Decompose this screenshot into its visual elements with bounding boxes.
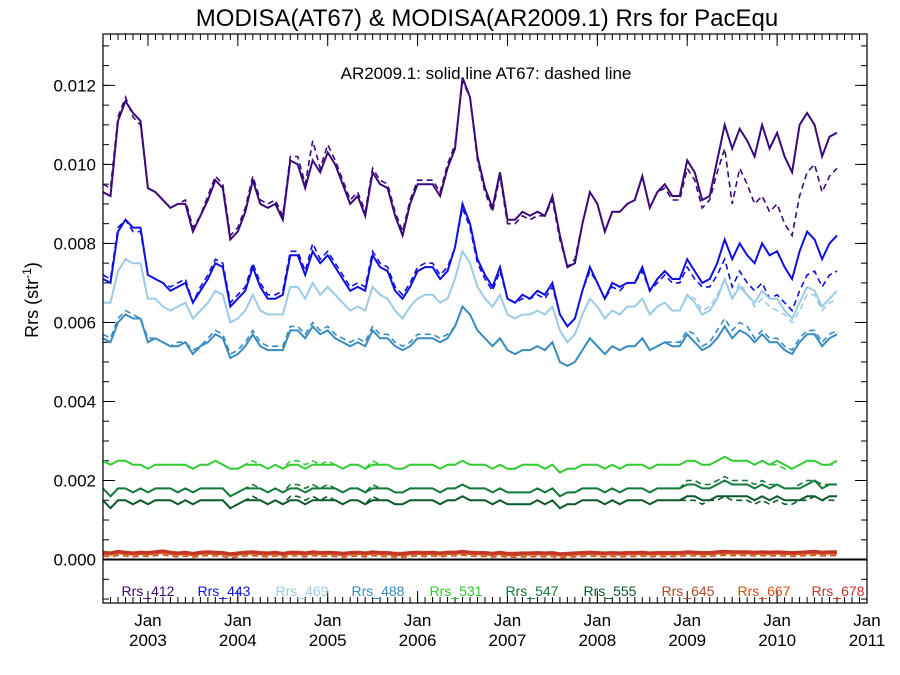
- x-tick-month: Jan: [404, 611, 431, 630]
- chart-title: MODISA(AT67) & MODISA(AR2009.1) Rrs for …: [196, 5, 778, 32]
- y-tick-label: 0.010: [53, 155, 96, 174]
- series-line-rrs_488: [102, 304, 838, 368]
- x-tick-month: Jan: [763, 611, 790, 630]
- x-tick-month: Jan: [224, 611, 251, 630]
- series-line-rrs_667-dashed: [102, 553, 837, 559]
- y-tick-label: 0.012: [53, 76, 96, 95]
- legend-entry-rrs_412: Rrs_412: [122, 583, 175, 599]
- legend-entry-rrs_531: Rrs_531: [430, 583, 483, 599]
- x-tick-year: 2011: [849, 631, 886, 650]
- x-tick-month: Jan: [853, 611, 880, 630]
- legend-entry-rrs_678: Rrs_678: [812, 583, 865, 599]
- series-line-rrs_412-dashed: [102, 78, 838, 269]
- x-tick-month: Jan: [134, 611, 161, 630]
- x-tick-month: Jan: [584, 611, 611, 630]
- y-axis-label-superscript: -1: [20, 268, 34, 279]
- legend-entry-rrs_469: Rrs_469: [276, 583, 329, 599]
- plot-area: [102, 77, 838, 559]
- x-tick-month: Jan: [314, 611, 341, 630]
- x-tick-month: Jan: [674, 611, 701, 630]
- x-tick-year: 2007: [489, 631, 527, 650]
- series-line-rrs_547: [102, 479, 837, 498]
- series-line-rrs_488-dashed: [102, 305, 838, 367]
- y-tick-label: 0.004: [53, 392, 96, 411]
- x-tick-year: 2009: [668, 631, 706, 650]
- x-tick-year: 2004: [219, 631, 257, 650]
- legend-entry-rrs_667: Rrs_667: [738, 583, 791, 599]
- series-line-rrs_555-dashed: [102, 495, 837, 510]
- y-tick-label: 0.008: [53, 234, 96, 253]
- x-tick-year: 2005: [309, 631, 347, 650]
- x-tick-month: Jan: [494, 611, 521, 630]
- series-line-rrs_547-dashed: [102, 475, 837, 498]
- y-tick-label: 0.006: [53, 313, 96, 332]
- x-tick-year: 2010: [758, 631, 796, 650]
- axis-ticks: 0.0000.0020.0040.0060.0080.0100.012Jan20…: [53, 34, 885, 650]
- line-style-annotation: AR2009.1: solid line AT67: dashed line: [341, 64, 632, 83]
- series-line-rrs_667: [102, 551, 837, 557]
- legend-entry-rrs_443: Rrs_443: [198, 583, 251, 599]
- legend-entry-rrs_555: Rrs_555: [584, 583, 637, 599]
- legend: Rrs_412 Rrs_443 Rrs_469 Rrs_488 Rrs_531 Rrs_5…: [122, 583, 865, 599]
- y-tick-label: 0.002: [53, 472, 96, 491]
- y-axis-label-main: Rrs (str: [22, 279, 42, 338]
- x-tick-year: 2006: [399, 631, 437, 650]
- series-line-rrs_412: [102, 77, 838, 269]
- series-line-rrs_443: [102, 200, 838, 329]
- legend-entry-rrs_645: Rrs_645: [662, 583, 715, 599]
- series-line-rrs_469: [103, 248, 838, 344]
- y-axis-label: Rrs (str-1): [20, 262, 42, 338]
- plot-frame: [102, 33, 868, 604]
- legend-entry-rrs_547: Rrs_547: [506, 583, 559, 599]
- series-line-rrs_531: [102, 455, 838, 474]
- y-tick-label: 0.000: [53, 551, 96, 570]
- x-tick-year: 2003: [129, 631, 167, 650]
- legend-entry-rrs_488: Rrs_488: [352, 583, 405, 599]
- series-line-rrs_678: [102, 550, 837, 556]
- y-axis-label-close: ): [22, 262, 42, 268]
- series-line-rrs_555: [102, 495, 837, 510]
- x-tick-year: 2008: [578, 631, 616, 650]
